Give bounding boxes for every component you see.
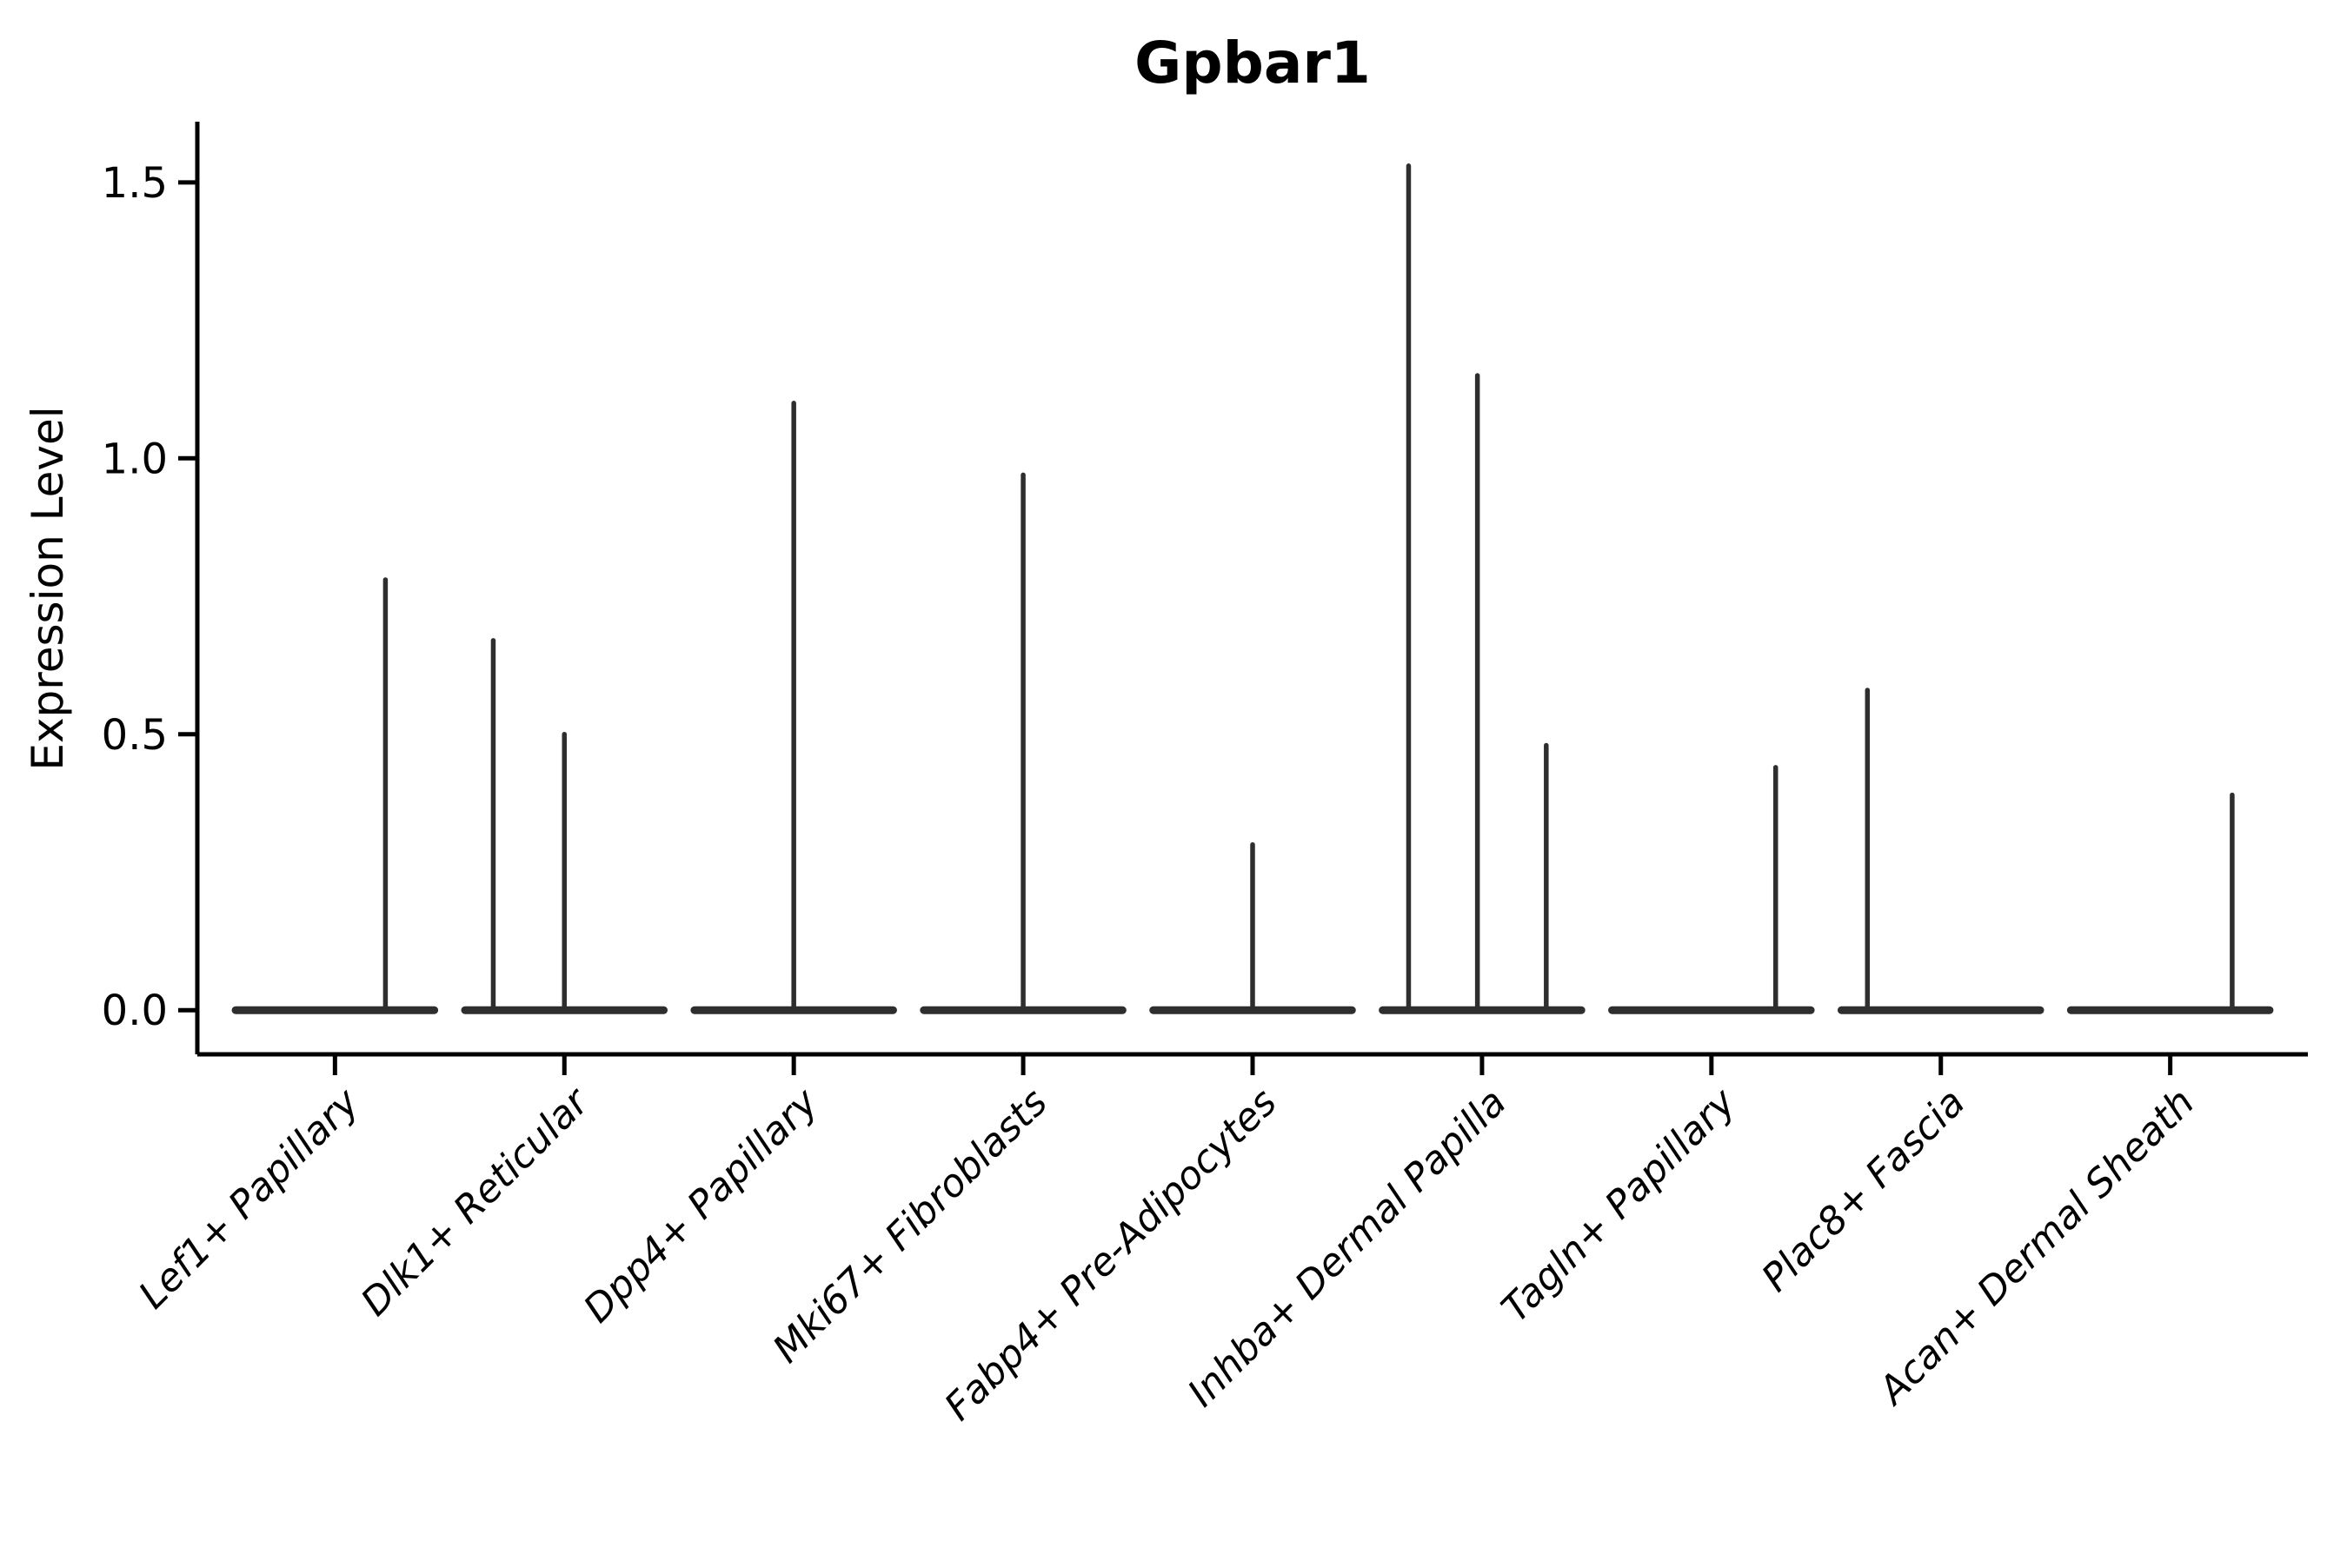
y-axis-label: Expression Level [23, 406, 73, 770]
chart-title: Gpbar1 [1134, 30, 1371, 96]
violin-body [1608, 1006, 1815, 1014]
violin-body [231, 1006, 439, 1014]
x-tick-label: Tagln+ Papillary [1493, 1080, 1745, 1331]
violins-layer [231, 163, 2274, 1014]
x-tick-label: Dlk1+ Reticular [353, 1079, 599, 1325]
x-tick-label: Dpp4+ Papillary [575, 1080, 828, 1332]
y-tick-label: 1.5 [102, 159, 168, 208]
y-axis: 0.0 0.5 1.0 1.5 [102, 122, 200, 1054]
violin-body [1379, 1006, 1586, 1014]
y-tick-label: 1.0 [102, 435, 168, 483]
violin-body [2066, 1006, 2274, 1014]
x-tick-label: Plac8+ Fascia [1753, 1080, 1973, 1300]
violin-body [1837, 1006, 2044, 1014]
y-tick-label: 0.0 [102, 987, 168, 1035]
x-tick-label: Lef1+ Papillary [130, 1080, 369, 1318]
y-tick-label: 0.5 [102, 711, 168, 760]
